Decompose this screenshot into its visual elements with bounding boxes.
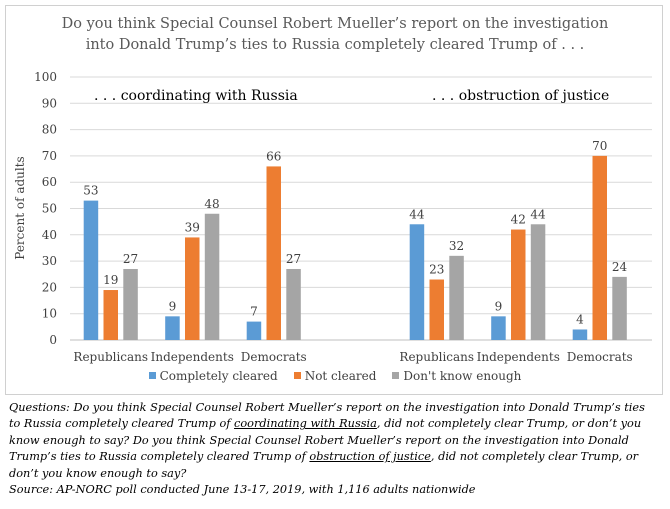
bar: [612, 276, 627, 340]
y-tick-label: 40: [42, 228, 57, 242]
legend-item: Completely cleared: [148, 369, 278, 383]
x-category-label: Democrats: [241, 350, 307, 364]
data-label: 42: [511, 213, 526, 227]
y-axis-label: Percent of adults: [13, 156, 27, 259]
legend-swatch: [293, 372, 301, 379]
bar: [511, 229, 526, 340]
legend-label: Completely cleared: [159, 369, 278, 383]
y-tick-label: 100: [34, 70, 57, 84]
y-tick-label: 80: [42, 123, 57, 137]
y-tick-label: 30: [42, 254, 57, 268]
panel-label: . . . coordinating with Russia: [94, 88, 298, 104]
bar: [286, 268, 301, 340]
underlined-coordinating: coordinating with Russia: [234, 417, 377, 431]
bar: [266, 166, 281, 340]
legend-label: Don't know enough: [403, 369, 522, 383]
question-notes: Questions: Do you think Special Counsel …: [9, 400, 664, 498]
x-category-label: Republicans: [399, 350, 474, 364]
data-label: 48: [204, 197, 219, 211]
bar: [246, 321, 262, 340]
data-label: 23: [429, 263, 444, 277]
y-tick-label: 70: [42, 149, 57, 163]
y-tick-label: 0: [49, 333, 57, 347]
chart-legend: Completely cleared Not cleared Don't know …: [0, 369, 670, 383]
bar-chart: 0 10 20 30 40 50 60 70 80 90 100 Percent of adults.…: [13, 70, 652, 364]
data-label: 44: [409, 207, 425, 221]
bar: [123, 268, 138, 340]
data-label: 19: [103, 273, 118, 287]
x-category-label: Democrats: [567, 350, 633, 364]
bar: [409, 224, 425, 340]
bar: [592, 155, 607, 340]
y-tick-label: 10: [42, 307, 57, 321]
data-label: 53: [83, 184, 98, 198]
data-label: 32: [449, 239, 464, 253]
data-label: 9: [169, 299, 177, 313]
notes-line-4: Trump’s ties to Russia completely cleare…: [9, 450, 639, 464]
panel-label: . . . obstruction of justice: [432, 88, 609, 104]
x-category-label: Republicans: [73, 350, 148, 364]
bar: [491, 316, 506, 340]
legend-item: Don't know enough: [392, 369, 521, 383]
data-label: 4: [576, 312, 584, 326]
chart-title-line1: Do you think Special Counsel Robert Muel…: [61, 16, 609, 32]
x-category-label: Independents: [151, 350, 234, 364]
legend-swatch: [148, 372, 156, 379]
data-label: 70: [592, 139, 607, 153]
data-label: 9: [495, 299, 503, 313]
underlined-obstruction: obstruction of justice: [309, 450, 431, 464]
notes-line-1: Questions: Do you think Special Counsel …: [9, 401, 645, 414]
bar: [449, 255, 464, 340]
legend-label: Not cleared: [304, 369, 377, 383]
x-category-label: Independents: [477, 350, 560, 364]
data-label: 7: [250, 305, 258, 319]
notes-line-3: know enough to say? Do you think Special…: [9, 433, 629, 447]
notes-line-5: don’t you know enough to say?: [9, 466, 187, 480]
data-label: 27: [286, 252, 301, 266]
bar: [530, 224, 546, 340]
chart-title: Do you think Special Counsel Robert Muel…: [0, 14, 670, 56]
bar: [165, 316, 180, 340]
bar: [103, 290, 118, 340]
data-label: 44: [530, 207, 546, 221]
y-tick-label: 20: [42, 280, 57, 294]
data-label: 24: [612, 260, 628, 274]
notes-source: Source: AP-NORC poll conducted June 13-1…: [9, 483, 476, 497]
bar: [572, 329, 588, 340]
data-label: 27: [123, 252, 138, 266]
data-label: 39: [185, 220, 200, 234]
y-tick-label: 50: [42, 202, 57, 216]
bar: [429, 279, 444, 340]
y-tick-label: 60: [42, 175, 57, 189]
bar: [185, 237, 200, 340]
chart-title-line2: into Donald Trump’s ties to Russia compl…: [85, 37, 585, 53]
legend-item: Not cleared: [293, 369, 377, 383]
notes-line-2: to Russia completely cleared Trump of co…: [9, 417, 642, 431]
bar: [204, 213, 220, 340]
data-label: 66: [266, 149, 281, 163]
legend-swatch: [392, 372, 400, 379]
y-tick-label: 90: [42, 96, 57, 110]
bar: [83, 200, 99, 340]
